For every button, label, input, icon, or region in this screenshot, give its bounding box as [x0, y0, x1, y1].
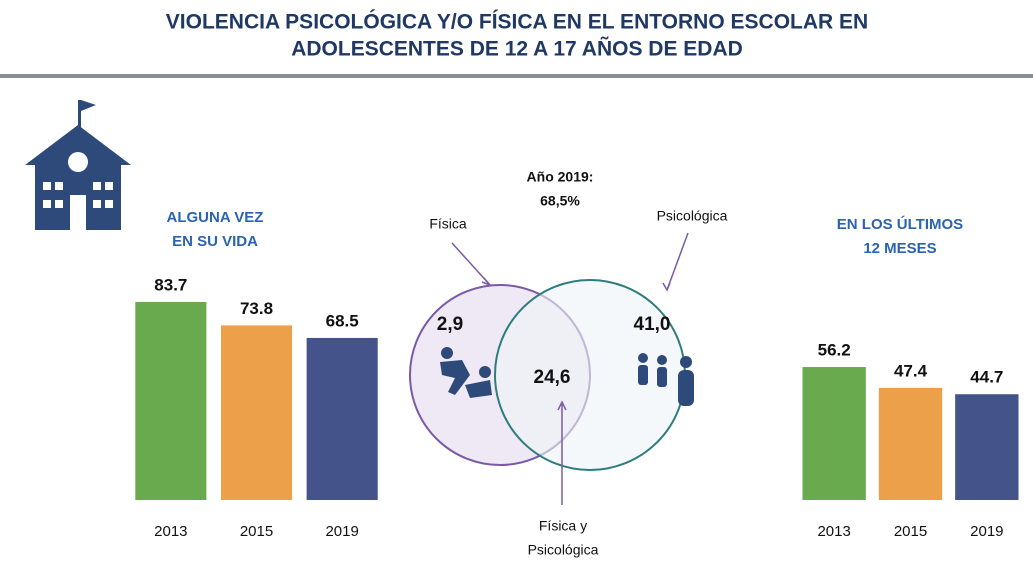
x-tick-label: 2019 [970, 523, 1003, 540]
bar [135, 301, 207, 500]
x-tick-label: 2015 [894, 523, 927, 540]
circle-right [494, 279, 686, 471]
chart-subtitle: EN SU VIDA [172, 233, 258, 250]
bar [802, 367, 866, 500]
set-label: Psicológica [657, 208, 728, 224]
set-label: Física y [539, 518, 587, 534]
data-label: 56.2 [818, 341, 851, 360]
x-tick-label: 2013 [817, 523, 850, 540]
arrows [451, 232, 689, 505]
set-label: Física [429, 216, 467, 232]
data-label: 68.5 [326, 311, 359, 330]
chart-subtitle: ALGUNA VEZ [167, 209, 264, 226]
bar [878, 387, 943, 500]
region-value: 24,6 [534, 367, 571, 388]
chart-subtitle: 12 MESES [863, 240, 936, 257]
venn-title: Año 2019: [527, 169, 594, 185]
data-label: 47.4 [894, 361, 928, 380]
rule [0, 74, 1033, 78]
title-line: ADOLESCENTES DE 12 A 17 AÑOS DE EDAD [291, 38, 743, 61]
bar [955, 394, 1019, 500]
region-value: 41,0 [634, 314, 671, 335]
x-tick-label: 2013 [154, 523, 187, 540]
data-label: 83.7 [154, 275, 187, 294]
people-icon [440, 347, 694, 406]
x-tick-label: 2015 [240, 523, 273, 540]
chart-subtitle: EN LOS ÚLTIMOS [837, 215, 963, 233]
school-icon [25, 100, 131, 230]
title-line: VIOLENCIA PSICOLÓGICA Y/O FÍSICA EN EL E… [166, 10, 868, 34]
bar [306, 337, 378, 500]
set-label: Psicológica [528, 542, 599, 558]
data-label: 44.7 [970, 368, 1003, 387]
venn: Año 2019: 68,5% Física Psicológica 2,9 4… [409, 169, 728, 558]
region-value: 2,9 [437, 314, 463, 335]
venn-total: 68,5% [540, 193, 580, 209]
data-label: 73.8 [240, 299, 273, 318]
bar [220, 325, 293, 500]
x-tick-label: 2019 [325, 523, 358, 540]
